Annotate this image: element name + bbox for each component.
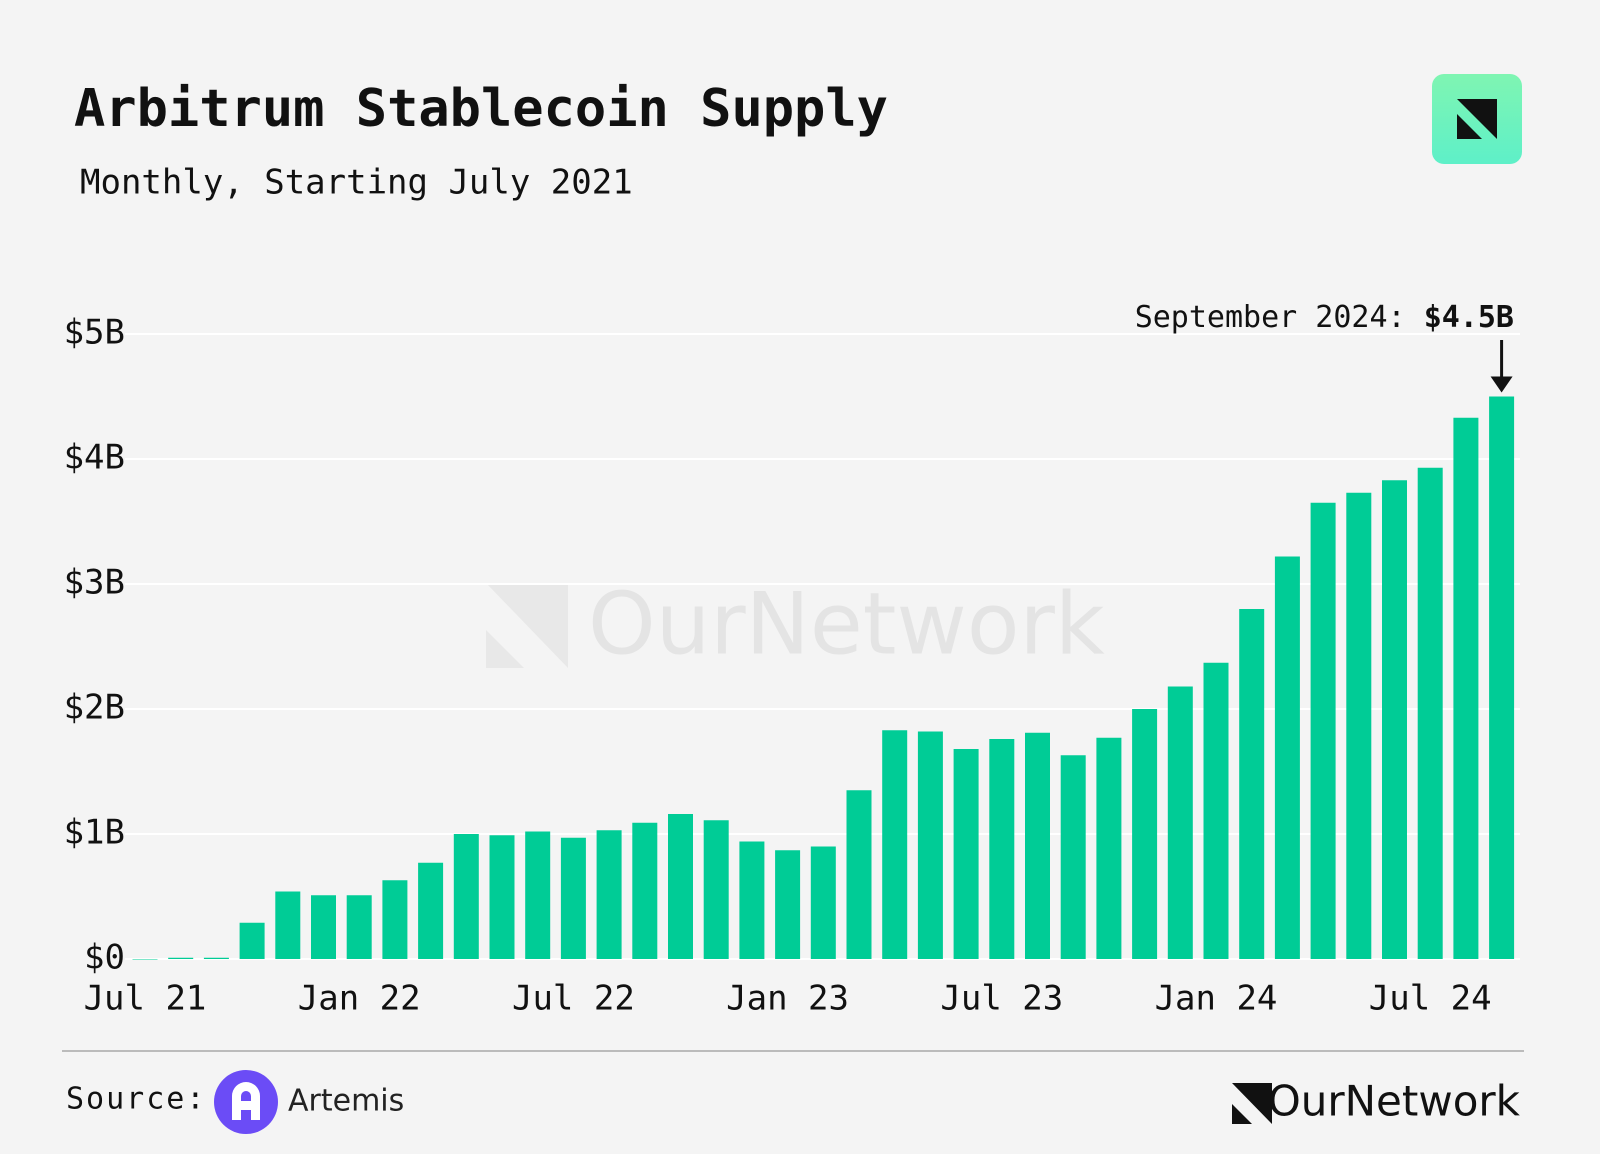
bar — [632, 822, 658, 959]
x-tick-label: Jul 21 — [84, 979, 207, 1019]
x-tick-label: Jul 23 — [940, 979, 1063, 1019]
brand-name: OurNetwork — [1268, 1077, 1521, 1126]
bar — [525, 831, 551, 959]
bar — [1382, 480, 1407, 959]
bar — [132, 959, 158, 960]
x-tick-label: Jan 22 — [298, 979, 421, 1019]
chart-subtitle: Monthly, Starting July 2021 — [80, 163, 633, 203]
watermark-text: OurNetwork — [588, 574, 1105, 674]
bar — [775, 850, 801, 959]
y-tick-label: $3B — [64, 563, 125, 603]
x-tick-label: Jul 22 — [512, 979, 635, 1019]
artemis-logo — [214, 1070, 278, 1134]
annotation: September 2024: $4.5B — [1135, 300, 1514, 393]
bar — [1096, 737, 1122, 959]
y-tick-label: $1B — [64, 813, 125, 853]
bar — [846, 790, 872, 959]
bar — [1453, 417, 1479, 959]
bar — [346, 895, 372, 959]
source-name: Artemis — [288, 1084, 404, 1119]
y-tick-label: $0 — [84, 938, 125, 978]
bar — [917, 731, 943, 959]
bar — [275, 891, 301, 959]
annotation-text: September 2024: $4.5B — [1135, 300, 1514, 335]
logo — [1432, 74, 1522, 164]
annotation-value: $4.5B — [1424, 300, 1514, 335]
bar — [1132, 709, 1158, 959]
bar — [989, 739, 1015, 959]
bar — [1167, 686, 1193, 959]
bar — [1346, 492, 1372, 959]
bar — [239, 922, 265, 959]
bar — [1239, 609, 1265, 959]
bar — [1060, 755, 1086, 959]
bar — [668, 814, 693, 959]
x-tick-label: Jan 24 — [1155, 979, 1278, 1019]
bar — [418, 862, 444, 959]
annotation-arrowhead — [1490, 376, 1513, 393]
bar — [953, 749, 979, 959]
bar — [382, 880, 408, 959]
bar — [1310, 502, 1336, 959]
watermark — [486, 583, 568, 668]
bar — [560, 837, 586, 959]
x-tick-label: Jan 23 — [726, 979, 849, 1019]
bar — [1025, 732, 1050, 959]
bar — [1417, 467, 1443, 959]
bar — [168, 957, 194, 959]
bar — [1489, 396, 1515, 959]
bar — [810, 846, 836, 959]
x-tick-label: Jul 24 — [1369, 979, 1492, 1019]
bar — [489, 835, 515, 959]
bar — [1203, 662, 1229, 959]
annotation-label: September 2024: — [1135, 300, 1406, 335]
y-tick-label: $5B — [64, 313, 125, 353]
bar — [703, 820, 729, 959]
brand-logo — [1232, 1083, 1272, 1124]
bar — [739, 841, 765, 959]
bar — [311, 895, 336, 959]
bar — [203, 957, 229, 959]
chart-title: Arbitrum Stablecoin Supply — [74, 79, 888, 139]
bar — [882, 730, 908, 959]
bar — [596, 830, 622, 959]
bar — [453, 834, 479, 959]
y-tick-label: $4B — [64, 438, 125, 478]
y-tick-label: $2B — [64, 688, 125, 728]
bar — [1274, 556, 1300, 959]
source-label: Source: — [66, 1082, 206, 1117]
